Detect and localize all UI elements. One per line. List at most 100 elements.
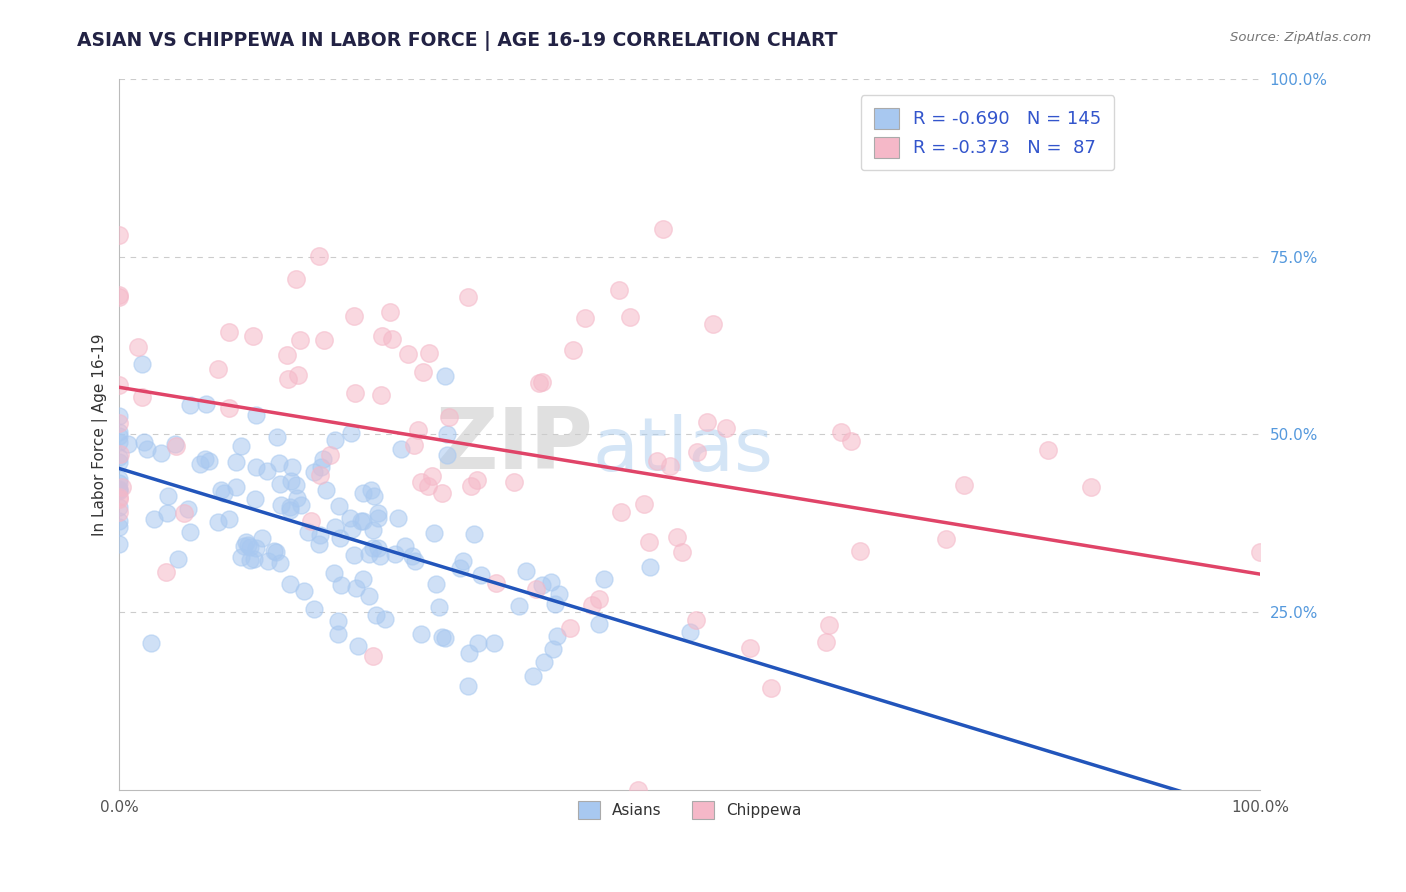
- Point: [436, 448, 458, 462]
- Point: [679, 624, 702, 639]
- Point: [236, 538, 259, 552]
- Point: [108, 483, 131, 498]
- Point: [364, 607, 387, 622]
- Point: [460, 478, 482, 492]
- Point: [132, 434, 155, 449]
- Point: [229, 439, 252, 453]
- Point: [457, 290, 479, 304]
- Point: [285, 491, 308, 506]
- Text: ASIAN VS CHIPPEWA IN LABOR FORCE | AGE 16-19 CORRELATION CHART: ASIAN VS CHIPPEWA IN LABOR FORCE | AGE 1…: [77, 31, 838, 51]
- Point: [558, 621, 581, 635]
- Point: [267, 456, 290, 470]
- Point: [627, 783, 650, 797]
- Point: [149, 446, 172, 460]
- Point: [502, 475, 524, 489]
- Point: [371, 328, 394, 343]
- Point: [207, 361, 229, 376]
- Point: [270, 499, 292, 513]
- Point: [280, 474, 302, 488]
- Point: [562, 343, 585, 357]
- Point: [269, 477, 291, 491]
- Point: [384, 547, 406, 561]
- Point: [235, 534, 257, 549]
- Point: [308, 528, 330, 542]
- Point: [256, 464, 278, 478]
- Point: [117, 437, 139, 451]
- Point: [761, 681, 783, 696]
- Point: [290, 498, 312, 512]
- Y-axis label: In Labor Force | Age 16-19: In Labor Force | Age 16-19: [93, 334, 108, 536]
- Point: [108, 482, 131, 496]
- Point: [339, 426, 361, 441]
- Point: [352, 572, 374, 586]
- Point: [467, 636, 489, 650]
- Point: [423, 526, 446, 541]
- Point: [396, 347, 419, 361]
- Point: [214, 486, 236, 500]
- Point: [645, 454, 668, 468]
- Point: [367, 541, 389, 556]
- Point: [179, 398, 201, 412]
- Point: [352, 514, 374, 528]
- Point: [548, 586, 571, 600]
- Point: [340, 522, 363, 536]
- Point: [588, 617, 610, 632]
- Point: [328, 499, 350, 513]
- Point: [111, 480, 134, 494]
- Point: [297, 524, 319, 539]
- Point: [418, 346, 440, 360]
- Point: [406, 423, 429, 437]
- Point: [131, 357, 153, 371]
- Point: [541, 642, 564, 657]
- Point: [671, 545, 693, 559]
- Point: [266, 429, 288, 443]
- Point: [308, 249, 330, 263]
- Point: [155, 566, 177, 580]
- Point: [651, 222, 673, 236]
- Point: [163, 437, 186, 451]
- Point: [108, 483, 131, 498]
- Point: [343, 548, 366, 562]
- Point: [685, 613, 707, 627]
- Point: [292, 583, 315, 598]
- Point: [242, 551, 264, 566]
- Point: [281, 460, 304, 475]
- Point: [243, 491, 266, 506]
- Point: [389, 442, 412, 456]
- Point: [463, 527, 485, 541]
- Point: [588, 591, 610, 606]
- Point: [108, 500, 131, 514]
- Point: [357, 548, 380, 562]
- Point: [381, 332, 404, 346]
- Point: [302, 601, 325, 615]
- Point: [359, 590, 381, 604]
- Point: [194, 397, 217, 411]
- Point: [288, 333, 311, 347]
- Point: [665, 531, 688, 545]
- Point: [531, 375, 554, 389]
- Point: [108, 416, 131, 430]
- Point: [127, 340, 149, 354]
- Point: [209, 483, 232, 497]
- Point: [277, 372, 299, 386]
- Point: [225, 455, 247, 469]
- Point: [401, 549, 423, 563]
- Point: [108, 290, 131, 304]
- Point: [370, 549, 392, 564]
- Point: [437, 410, 460, 425]
- Point: [256, 553, 278, 567]
- Point: [156, 506, 179, 520]
- Point: [485, 576, 508, 591]
- Point: [427, 599, 450, 614]
- Point: [935, 533, 957, 547]
- Point: [322, 566, 344, 581]
- Point: [352, 486, 374, 500]
- Point: [278, 577, 301, 591]
- Point: [367, 511, 389, 525]
- Point: [245, 408, 267, 422]
- Point: [527, 376, 550, 390]
- Point: [302, 465, 325, 479]
- Point: [363, 489, 385, 503]
- Point: [409, 475, 432, 489]
- Point: [312, 333, 335, 347]
